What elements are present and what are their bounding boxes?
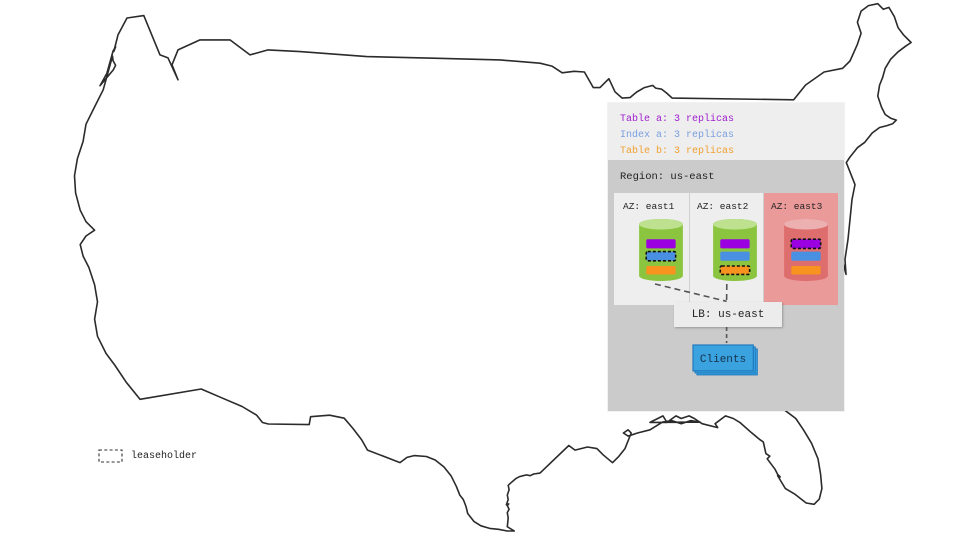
svg-text:Clients: Clients [700,354,746,366]
